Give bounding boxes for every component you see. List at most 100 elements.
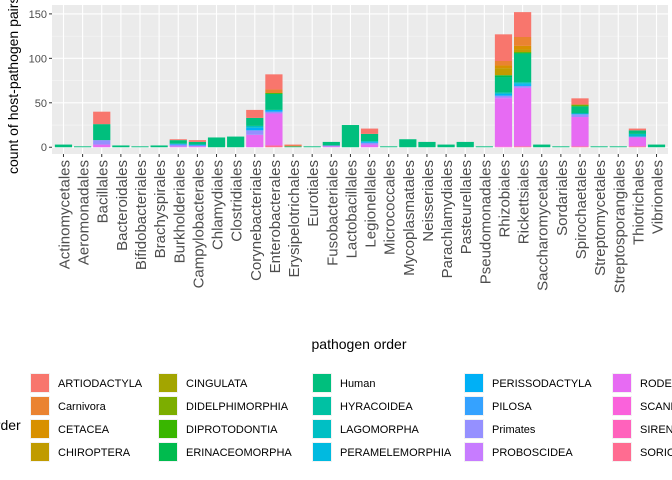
bar-segment <box>456 141 474 148</box>
bar-segment <box>494 61 513 66</box>
x-tick-label: Sordariales <box>554 160 571 236</box>
x-tick-label: Lactobacillales <box>343 160 360 258</box>
bar-segment <box>360 141 379 142</box>
x-tick-label: Corynebacteriales <box>248 160 265 281</box>
bar-segment <box>628 137 646 147</box>
bar-segment <box>303 146 321 148</box>
legend-label: HYRACOIDEA <box>340 401 413 413</box>
bar-segment <box>494 75 513 78</box>
bar-segment <box>246 125 264 128</box>
bar-segment <box>494 68 513 76</box>
bar-segment <box>246 127 264 131</box>
legend-label: ERINACEOMORPHA <box>186 447 292 459</box>
legend-label: Human <box>340 378 375 390</box>
bar-segment <box>322 145 340 147</box>
bar-segment <box>93 140 111 145</box>
bar-segment <box>93 144 111 148</box>
bar-segment <box>494 92 513 94</box>
x-tick-label: Mycoplasmatales <box>401 160 418 276</box>
x-tick-label: Eurotiales <box>305 160 322 227</box>
bar-segment <box>207 137 226 148</box>
legend-swatch <box>31 374 49 392</box>
bar-segment <box>571 117 589 147</box>
x-tick-label: Parachlamydiales <box>439 160 456 278</box>
y-tick-label: 150 <box>29 9 47 21</box>
x-tick-label: Saccharomycetales <box>535 160 552 291</box>
legend-swatch <box>313 443 331 461</box>
bar-segment <box>475 146 493 148</box>
x-tick-label: Bacteroidales <box>114 160 131 251</box>
x-tick-label: Spirochaetales <box>573 160 590 259</box>
bar-segment <box>284 146 302 148</box>
legend-swatch <box>465 443 483 461</box>
bar-segment <box>112 145 130 148</box>
legend-swatch <box>313 420 331 438</box>
bar-segment <box>571 105 589 107</box>
y-tick-label: 100 <box>29 53 47 65</box>
legend-label: PILOSA <box>492 401 532 413</box>
bar-segment <box>341 125 360 148</box>
bar-segment <box>418 141 436 148</box>
legend-label: ARTIODACTYLA <box>58 378 143 390</box>
bar-segment <box>284 145 302 147</box>
bar-segment <box>552 146 570 148</box>
x-tick-label: Rhizobiales <box>496 160 513 238</box>
x-axis: Actinomycetales Aeromonadales Bacillales Ba… <box>56 154 667 293</box>
legend-label: SORICOMORPHA <box>640 447 672 459</box>
bar-segment <box>360 142 379 145</box>
bar-segment <box>494 93 513 96</box>
grid-minor <box>52 35 668 126</box>
bar-segment <box>514 53 532 83</box>
bar-segment <box>246 109 264 118</box>
bar-segment <box>514 53 532 54</box>
bar-segment <box>188 144 206 146</box>
legend-label: CINGULATA <box>186 378 248 390</box>
x-tick-label: Micrococcales <box>382 160 399 255</box>
bar-segment <box>514 85 532 88</box>
legend-label: DIDELPHIMORPHIA <box>186 401 289 413</box>
bar-segment <box>265 145 283 148</box>
bar-segment <box>265 89 283 94</box>
x-tick-label: Bifidobacteriales <box>133 160 150 270</box>
bar-segment <box>628 136 646 138</box>
bar-segment <box>360 128 379 134</box>
bar-segment <box>514 84 532 86</box>
bar-segment <box>494 34 513 62</box>
bar-segment <box>265 113 283 146</box>
bar-segment <box>571 146 589 148</box>
legend-label: DIPROTODONTIA <box>186 424 278 436</box>
bar-segment <box>437 144 455 148</box>
x-tick-label: Fusobacteriales <box>324 160 341 266</box>
legend-swatch <box>613 374 631 392</box>
legend-swatch <box>31 397 49 415</box>
bar-segment <box>169 140 187 144</box>
legend-label: Carnivora <box>58 401 107 413</box>
legend-swatch <box>159 420 177 438</box>
bar-segment <box>590 146 608 148</box>
legend-swatch <box>613 420 631 438</box>
bar-segment <box>571 106 589 114</box>
bar-segment <box>494 65 513 69</box>
bar-segment <box>188 141 206 145</box>
y-tick-label: 0 <box>41 142 47 154</box>
x-tick-label: Erysipelotrichales <box>286 160 303 278</box>
bar-segment <box>609 146 627 148</box>
bar-segment <box>571 104 589 106</box>
legend-swatch <box>465 374 483 392</box>
legend-label: PERISSODACTYLA <box>492 378 592 390</box>
bar-segment <box>494 77 513 93</box>
legend-swatch <box>313 374 331 392</box>
x-tick-label: Streptomycetales <box>592 160 609 276</box>
x-tick-label: Brachyspirales <box>152 160 169 258</box>
x-tick-label: Thiotrichales <box>630 160 647 245</box>
bar-segment <box>169 146 187 148</box>
bar-segment <box>246 134 264 148</box>
bar-segment <box>514 146 532 148</box>
bar-segment <box>494 93 513 94</box>
bar-segment <box>150 145 168 148</box>
legend-label: LAGOMORPHA <box>340 424 420 436</box>
bar-segment <box>360 144 379 148</box>
bar-segment <box>533 144 551 148</box>
bar-segment <box>169 139 187 141</box>
